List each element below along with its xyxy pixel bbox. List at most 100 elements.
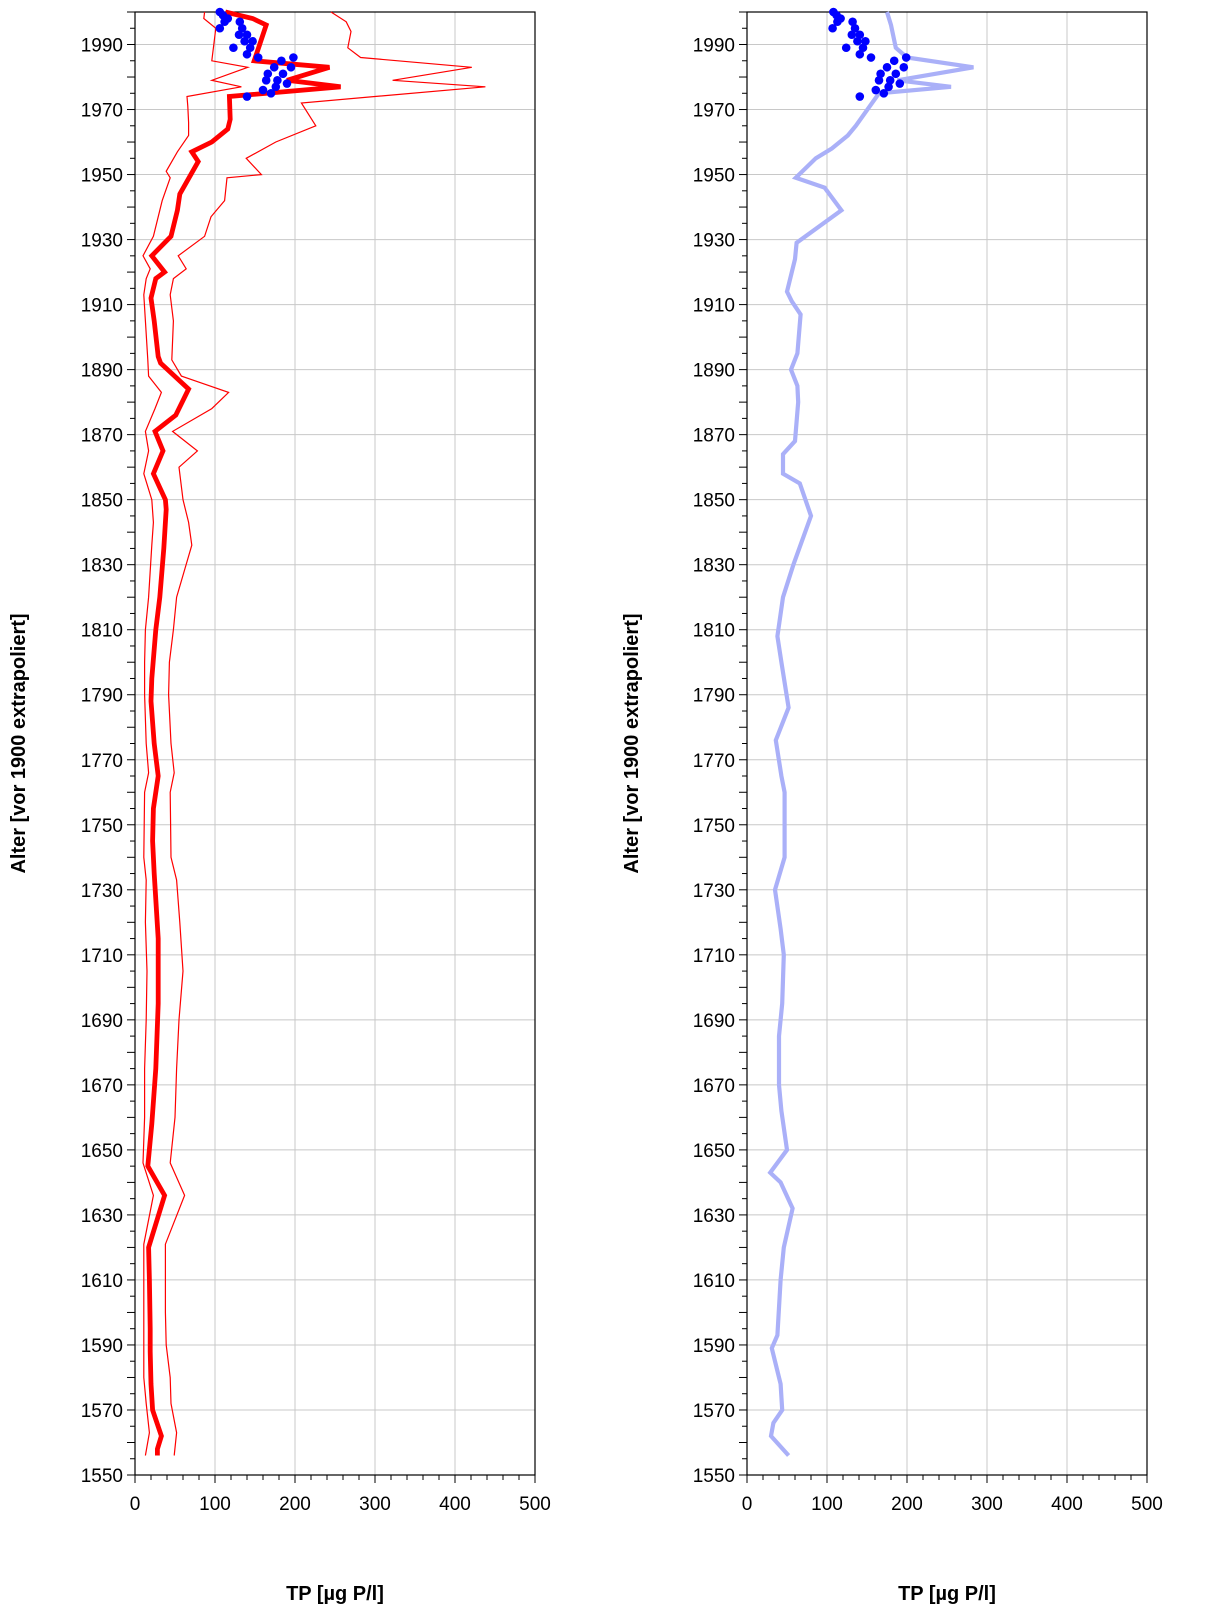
measured-point: [850, 23, 860, 33]
x-tick-label: 400: [1051, 1494, 1083, 1515]
measured-point: [245, 43, 255, 53]
measured-point: [861, 36, 870, 46]
measured-point: [263, 69, 273, 79]
y-tick-label: 1930: [693, 231, 735, 252]
measured-point: [242, 49, 252, 59]
y-tick-label: 1590: [81, 1336, 123, 1357]
y-tick-label: 1990: [81, 36, 123, 57]
x-axis-title: TP [µg P/l]: [286, 1583, 384, 1605]
y-tick-label: 1610: [81, 1271, 123, 1292]
y-tick-label: 1790: [693, 686, 735, 707]
measured-point: [828, 23, 837, 33]
y-tick-label: 1890: [81, 361, 123, 382]
series-line-upper-bound: [164, 11, 486, 1456]
y-tick-label: 1950: [693, 166, 735, 187]
measured-point: [853, 36, 862, 46]
series-line-main: [767, 11, 974, 1457]
y-axis-title: Alter [vor 1900 extrapoliert]: [621, 613, 643, 873]
y-tick-label: 1650: [81, 1141, 123, 1162]
y-tick-label: 1670: [81, 1076, 123, 1097]
y-tick-label: 1910: [81, 296, 123, 317]
y-tick-label: 1850: [693, 491, 735, 512]
measured-point: [855, 92, 865, 101]
y-tick-label: 1690: [81, 1011, 123, 1032]
y-tick-label: 1550: [81, 1466, 123, 1487]
measured-point: [215, 23, 225, 33]
measured-point: [271, 82, 281, 92]
y-tick-label: 1670: [693, 1076, 735, 1097]
measured-point: [882, 62, 892, 72]
measured-point: [235, 17, 245, 27]
series-group: [142, 7, 486, 1456]
y-tick-label: 1930: [81, 231, 123, 252]
y-tick-label: 1910: [693, 296, 735, 317]
measured-point: [891, 69, 901, 79]
x-tick-label: 100: [811, 1494, 843, 1515]
measured-point: [874, 75, 884, 85]
x-tick-label: 200: [891, 1494, 923, 1515]
y-tick-label: 1770: [81, 751, 123, 772]
measured-point: [229, 43, 238, 53]
y-tick-label: 1870: [81, 426, 123, 447]
measured-point: [833, 17, 842, 27]
measured-point: [855, 30, 865, 40]
measured-point: [889, 56, 899, 66]
y-tick-label: 1610: [693, 1271, 735, 1292]
y-tick-label: 1730: [693, 881, 735, 902]
measured-point: [866, 53, 876, 62]
y-tick-label: 1710: [81, 946, 123, 967]
y-tick-label: 1730: [81, 881, 123, 902]
measured-point: [884, 82, 893, 92]
measured-point: [858, 43, 868, 53]
series-line-lower-bound: [142, 11, 251, 1456]
series-line-main: [145, 9, 341, 1456]
y-tick-label: 1830: [693, 556, 735, 577]
y-tick-label: 1990: [693, 36, 735, 57]
series-group: [767, 7, 974, 1457]
y-tick-label: 1630: [693, 1206, 735, 1227]
y-tick-label: 1810: [81, 621, 123, 642]
y-tick-label: 1770: [693, 751, 735, 772]
y-tick-label: 1690: [693, 1011, 735, 1032]
y-tick-label: 1750: [81, 816, 123, 837]
y-tick-label: 1810: [693, 621, 735, 642]
measured-point: [855, 49, 865, 59]
measured-point: [841, 43, 851, 53]
measured-point: [899, 62, 909, 72]
y-tick-label: 1850: [81, 491, 123, 512]
measured-point: [242, 30, 252, 40]
y-tick-label: 1570: [693, 1401, 735, 1422]
measured-point: [847, 30, 857, 40]
measured-point: [253, 53, 263, 62]
measured-point: [261, 75, 271, 85]
measured-point: [220, 17, 229, 27]
measured-point: [242, 92, 252, 101]
x-axis-title: TP [µg P/l]: [898, 1583, 996, 1605]
measured-point: [876, 69, 885, 79]
measured-point: [286, 62, 296, 72]
y-tick-label: 1590: [693, 1336, 735, 1357]
measured-point: [289, 53, 298, 62]
measured-point: [277, 56, 286, 66]
x-tick-label: 0: [130, 1494, 141, 1515]
y-tick-label: 1750: [693, 816, 735, 837]
x-tick-label: 200: [279, 1494, 311, 1515]
measured-point: [901, 53, 911, 62]
measured-point: [278, 69, 288, 79]
chart-left: 1550 1570 1590 1610 1630 1650 1670 1690 1710 1730…: [8, 7, 551, 1605]
chart-right: 1550 1570 1590 1610 1630 1650 1670 1690 1710 1730…: [621, 7, 1163, 1605]
x-tick-label: 100: [199, 1494, 231, 1515]
x-tick-label: 300: [359, 1494, 391, 1515]
measured-point: [240, 36, 249, 46]
y-tick-label: 1710: [693, 946, 735, 967]
x-tick-label: 500: [1131, 1494, 1163, 1515]
y-tick-label: 1830: [81, 556, 123, 577]
y-tick-label: 1570: [81, 1401, 123, 1422]
y-tick-label: 1870: [693, 426, 735, 447]
measured-point: [248, 36, 257, 46]
plot-area: [135, 12, 535, 1475]
y-tick-label: 1950: [81, 166, 123, 187]
measured-point: [266, 88, 276, 98]
y-tick-label: 1630: [81, 1206, 123, 1227]
